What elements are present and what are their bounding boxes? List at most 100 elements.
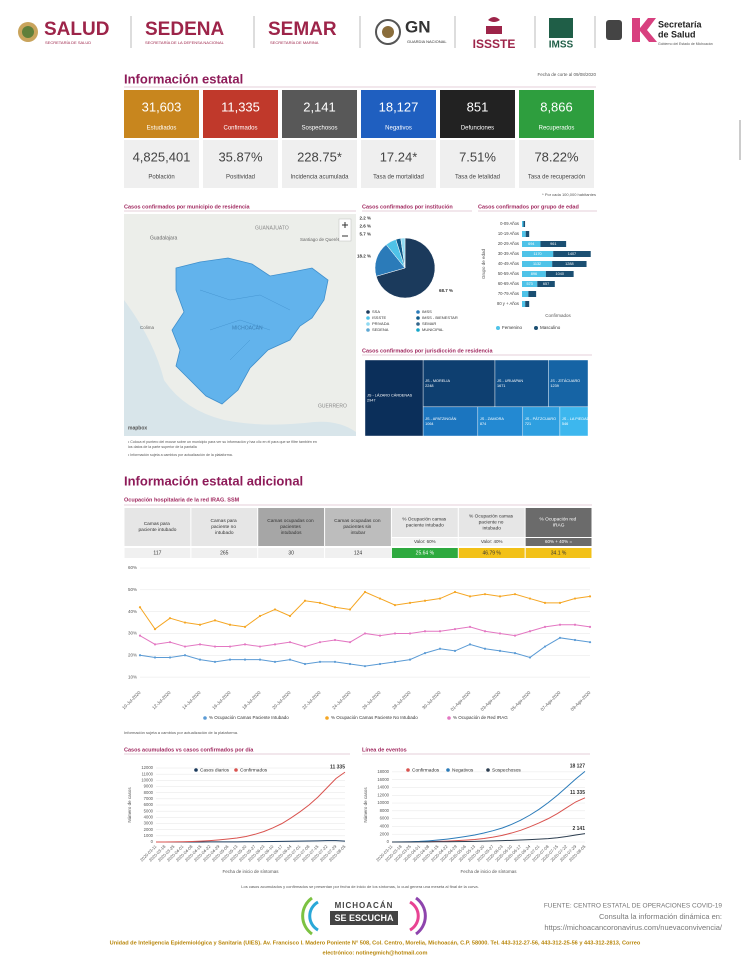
table-weight [391,538,458,546]
point [213,660,217,663]
table-weight-text: Valor: 40% [481,539,503,544]
map-attribution: mapbox [128,425,147,431]
rate-label: Tasa de letalidad [455,175,500,181]
logo-imss: IMSS [549,40,574,51]
legend-swatch [534,326,538,330]
rate-card [203,140,278,188]
x-tick-label: 10-Jul-2020 [121,690,142,711]
table-header [124,508,191,546]
point [318,641,322,644]
data-label: 11 335 [570,790,585,796]
x-tick-label: 07-Ago-2020 [540,690,562,712]
bar-label: 961 [550,242,556,246]
table-header [258,508,325,546]
table-header [525,508,592,537]
legend-label: SEDENA [372,327,389,332]
footer-logo: MICHOACÁN SE ESCUCHA [301,896,427,936]
legend-label: Negativos [452,767,474,773]
point [438,597,442,600]
treemap-value: 2248 [425,384,433,388]
point [438,630,442,633]
state-k [632,18,657,42]
series-line [391,771,586,843]
point [138,654,142,657]
logo-sub: SECRETARÍA DE LA DEFENSA NACIONAL [145,40,225,45]
point [438,647,442,650]
y-tick-label: 40% [128,609,137,614]
rate-label: Tasa de mortalidad [373,175,424,181]
point [228,623,232,626]
point [288,641,292,644]
bar-label: 896 [531,272,537,276]
table-header-text: Camas ocupadas con pacientes intubados [267,518,315,536]
x-tick-label: 03-Ago-2020 [480,690,502,712]
brand-bg [330,911,398,925]
point [483,647,487,650]
michoacan-shape[interactable] [171,257,329,405]
table-header [391,508,458,537]
zoom-icons [342,222,348,237]
point [543,601,547,605]
legend-swatch [416,316,420,320]
rate-label: Población [148,175,174,181]
brand: SE ESCUCHA [334,913,394,923]
treemap-value: 721 [525,422,531,426]
address: Unidad de Inteligencia Epidemiológica y … [110,940,641,946]
point [483,593,487,596]
table-header-text: Camas para paciente intubado [138,521,176,533]
card-label: Defunciones [461,126,494,132]
legend-label: PRIVADA [372,321,390,326]
table-weight-text: 60% + 40% = [545,539,572,544]
arc [409,900,420,932]
y-tick-label: 2000 [380,831,390,836]
y-tick-label: 10000 [141,777,153,782]
legend-swatch [446,768,450,772]
treemap-cell [494,359,549,408]
rate-label: Incidencia acumulada [290,175,349,181]
point [558,601,562,605]
y-tick-label: 16000 [377,777,389,782]
point [153,627,157,631]
point [288,658,292,661]
rate-card [124,140,199,188]
table-value: 117 [153,550,161,556]
point [168,641,172,644]
point [303,599,307,602]
treemap-label: JS - PÁTZCUARO [525,417,556,421]
legend-label: % Ocupación Camas Paciente Intubado [209,715,289,720]
consult: Consulta la información dinámica en: [599,912,722,921]
pie-label: 18.2 % [357,254,371,259]
treemap-cell [559,406,589,437]
source: FUENTE: CENTRO ESTATAL DE OPERACIONES CO… [544,903,723,910]
address: electrónico: notinegmich@hotmail.com [323,950,428,956]
point [483,630,487,633]
rate-card [282,140,357,188]
section-title: Información estatal [124,71,243,86]
table-value: 25.64 % [416,550,435,556]
series-line [391,833,586,843]
y-tick-label: 8000 [144,790,154,795]
logo-semar: SEMAR [268,19,337,40]
pie-label: 5.7 % [359,232,371,237]
point [258,614,262,618]
point [273,660,277,663]
y-tick-label: 60-69 Años [498,281,519,286]
point [453,627,457,631]
card-value: 851 [467,99,489,114]
point [468,643,472,646]
url[interactable]: https://michoacancoronavirus.com/nuevaco… [544,923,723,932]
axis-title: Fecha de inicio de síntomas [222,869,279,874]
point [513,634,517,637]
note: Información sujeta a cambios por actuali… [124,730,238,735]
panel-title: Casos confirmados por institución [362,204,453,210]
data-label: 2 141 [572,826,585,832]
point [408,601,412,605]
treemap-value: 546 [562,422,568,426]
point [348,608,352,611]
rate-value: 35.87% [218,149,263,164]
header: SALUD SECRETARÍA DE SALUD SEDENA SECRETA… [18,16,713,51]
gn-emblem [382,26,394,38]
map[interactable]: Guadalajara GUANAJUATO Santiago de Queré… [124,214,356,436]
point [333,660,337,663]
point [513,651,517,655]
